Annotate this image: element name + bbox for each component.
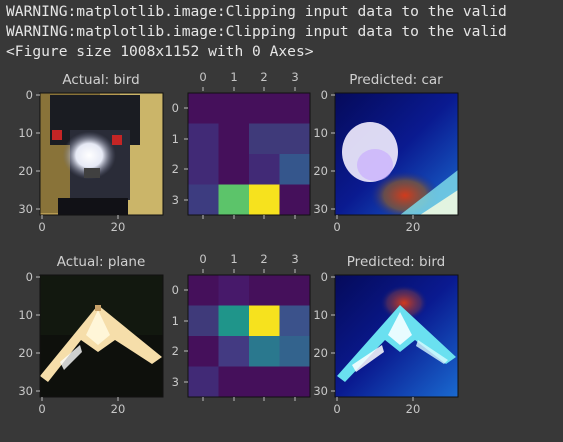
predicted-overlay-row1-frame bbox=[334, 92, 459, 216]
ytick-label: 10 bbox=[18, 308, 33, 322]
predicted-overlay-row2-frame bbox=[334, 274, 459, 398]
heatmap-cell bbox=[218, 336, 250, 367]
heatmap-xtick-label: 2 bbox=[260, 252, 267, 266]
figure-repr-line: <Figure size 1008x1152 with 0 Axes> bbox=[6, 43, 314, 60]
heatmap-cell bbox=[249, 93, 280, 124]
heatmap-cell bbox=[188, 305, 219, 337]
heatmap-cell bbox=[279, 184, 311, 216]
heatmap-ytick-label: 2 bbox=[172, 162, 179, 176]
heatmap-xtick-label: 0 bbox=[199, 252, 206, 266]
image-axis-row1: 0 10 20 30 0 20 bbox=[18, 88, 125, 234]
heatmap-cell bbox=[279, 366, 311, 398]
heatmap-cell bbox=[188, 184, 219, 216]
xtick-label: 20 bbox=[406, 220, 421, 234]
ytick-label: 30 bbox=[313, 202, 328, 216]
heatmap-xtick-label: 0 bbox=[199, 70, 206, 84]
xtick-label: 20 bbox=[406, 402, 421, 416]
ytick-label: 0 bbox=[321, 270, 328, 284]
heatmap-axis-row2: 0 1 2 3 0 1 2 3 bbox=[172, 252, 299, 401]
attention-heatmap-row2 bbox=[187, 274, 311, 398]
heatmap-cell bbox=[279, 305, 311, 337]
heatmap-cell bbox=[188, 123, 219, 155]
heatmap-cell bbox=[188, 275, 219, 306]
actual-title-row2: Actual: plane bbox=[57, 254, 146, 270]
heatmap-ytick-label: 1 bbox=[172, 132, 179, 146]
heatmap-xtick-label: 1 bbox=[230, 70, 237, 84]
heatmap-xtick-label: 2 bbox=[260, 70, 267, 84]
actual-image-row1-frame bbox=[39, 92, 164, 216]
heatmap-cell bbox=[249, 336, 280, 367]
ytick-label: 20 bbox=[18, 346, 33, 360]
heatmap-cell bbox=[218, 275, 250, 306]
warning-line-2: WARNING:matplotlib.image:Clipping input … bbox=[6, 23, 507, 40]
heatmap-xtick-label: 3 bbox=[291, 252, 298, 266]
heatmap-cell bbox=[249, 366, 280, 398]
actual-title-row1: Actual: bird bbox=[62, 72, 139, 88]
xtick-label: 0 bbox=[333, 402, 340, 416]
actual-image-row1 bbox=[40, 93, 163, 215]
console-output: WARNING:matplotlib.image:Clipping input … bbox=[6, 2, 507, 62]
heatmap-cell bbox=[218, 184, 250, 216]
heatmap-cell bbox=[279, 93, 311, 124]
heatmap-ytick-label: 0 bbox=[172, 101, 179, 115]
heatmap-ytick-label: 3 bbox=[172, 193, 179, 207]
ytick-label: 30 bbox=[313, 384, 328, 398]
xtick-label: 0 bbox=[38, 402, 45, 416]
ytick-label: 20 bbox=[313, 164, 328, 178]
heatmap-cell bbox=[188, 336, 219, 367]
attention-heatmap-row1 bbox=[187, 92, 311, 216]
heatmap-axis-row1: 0 1 2 3 0 1 2 3 bbox=[172, 70, 299, 219]
heatmap-xtick-label: 1 bbox=[230, 252, 237, 266]
ytick-label: 10 bbox=[18, 126, 33, 140]
heatmap-cell bbox=[218, 366, 250, 398]
ytick-label: 20 bbox=[313, 346, 328, 360]
image-axis-row2: 0 10 20 30 0 20 bbox=[18, 270, 125, 416]
heatmap-frame bbox=[187, 92, 311, 216]
ytick-label: 10 bbox=[313, 126, 328, 140]
actual-image-row2-frame bbox=[39, 274, 164, 398]
heatmap-cell bbox=[218, 305, 250, 337]
heatmap-cell bbox=[218, 154, 250, 185]
ytick-label: 20 bbox=[18, 164, 33, 178]
overlay-axis-row1: 0 10 20 30 0 20 bbox=[313, 88, 420, 234]
predicted-title-row2: Predicted: bird bbox=[347, 254, 445, 270]
ytick-label: 0 bbox=[26, 270, 33, 284]
heatmap-cell bbox=[279, 336, 311, 367]
ytick-label: 10 bbox=[313, 308, 328, 322]
predicted-overlay-row1 bbox=[335, 93, 458, 215]
actual-image-row2 bbox=[40, 275, 163, 397]
heatmap-cell bbox=[249, 154, 280, 185]
heatmap-xtick-label: 3 bbox=[291, 70, 298, 84]
heatmap-cell bbox=[188, 93, 219, 124]
warning-line-1: WARNING:matplotlib.image:Clipping input … bbox=[6, 3, 507, 20]
heatmap-frame bbox=[187, 274, 311, 398]
heatmap-cell bbox=[279, 154, 311, 185]
predicted-overlay-row2 bbox=[335, 275, 458, 397]
heatmap-cell bbox=[188, 154, 219, 185]
heatmap-ytick-label: 0 bbox=[172, 283, 179, 297]
heatmap-cell bbox=[279, 123, 311, 155]
heatmap-cell bbox=[188, 366, 219, 398]
heatmap-ytick-label: 1 bbox=[172, 314, 179, 328]
xtick-label: 20 bbox=[111, 220, 126, 234]
heatmap-cell bbox=[249, 123, 280, 155]
predicted-title-row1: Predicted: car bbox=[349, 72, 443, 88]
xtick-label: 20 bbox=[111, 402, 126, 416]
heatmap-cell bbox=[249, 184, 280, 216]
heatmap-ytick-label: 2 bbox=[172, 344, 179, 358]
heatmap-cell bbox=[218, 123, 250, 155]
ytick-label: 30 bbox=[18, 202, 33, 216]
heatmap-cell bbox=[249, 305, 280, 337]
heatmap-cell bbox=[279, 275, 311, 306]
xtick-label: 0 bbox=[333, 220, 340, 234]
heatmap-cell bbox=[218, 93, 250, 124]
ytick-label: 0 bbox=[26, 88, 33, 102]
heatmap-cell bbox=[249, 275, 280, 306]
ytick-label: 30 bbox=[18, 384, 33, 398]
ytick-label: 0 bbox=[321, 88, 328, 102]
heatmap-ytick-label: 3 bbox=[172, 375, 179, 389]
overlay-axis-row2: 0 10 20 30 0 20 bbox=[313, 270, 420, 416]
xtick-label: 0 bbox=[38, 220, 45, 234]
